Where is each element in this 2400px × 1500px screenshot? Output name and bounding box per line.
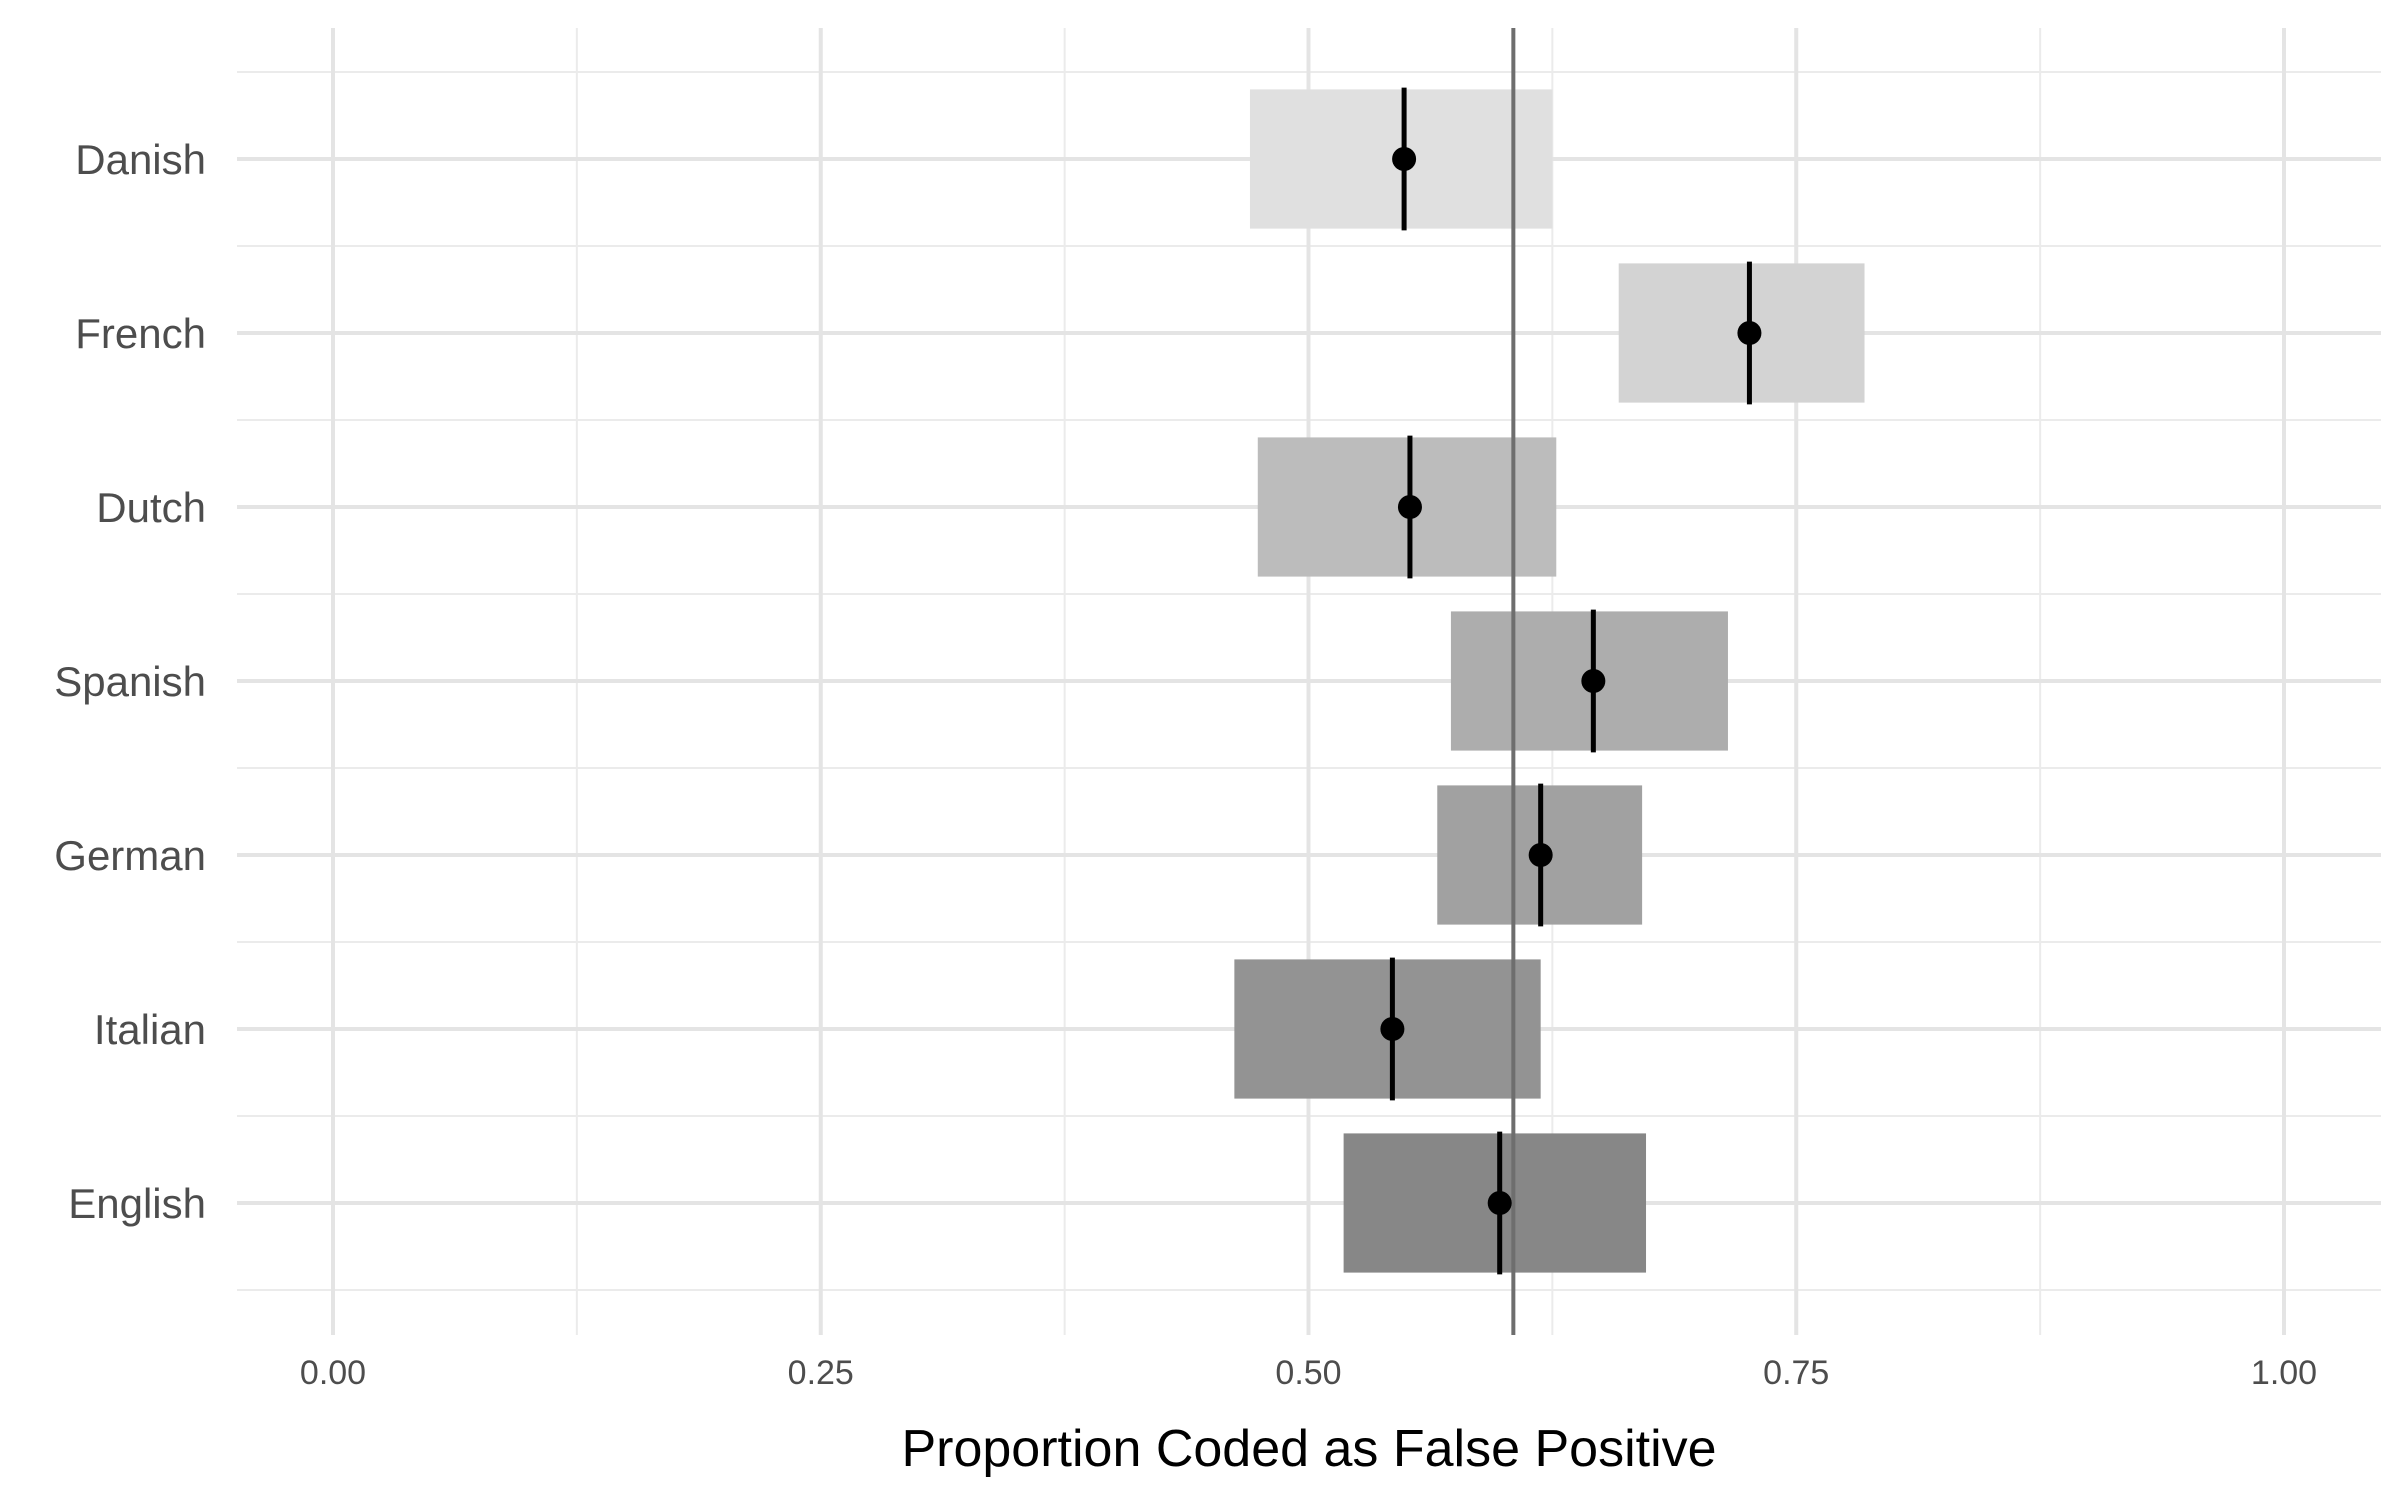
point-spanish: [1581, 669, 1606, 693]
x-tick-label: 0.25: [788, 1354, 854, 1392]
point-dutch: [1397, 495, 1422, 519]
point-english: [1487, 1191, 1512, 1215]
x-tick-label: 0.00: [300, 1354, 366, 1392]
category-label-english: English: [68, 1180, 206, 1227]
point-danish: [1392, 147, 1417, 171]
x-tick-label: 1.00: [2251, 1354, 2317, 1392]
point-german: [1528, 843, 1553, 867]
estimate-points: [1380, 147, 1762, 1215]
x-axis-labels: 0.00 0.25 0.50 0.75 1.00: [300, 1354, 2317, 1392]
point-italian: [1380, 1017, 1405, 1041]
category-label-french: French: [75, 310, 206, 357]
category-label-danish: Danish: [75, 136, 206, 183]
category-label-german: German: [54, 832, 206, 879]
category-label-italian: Italian: [94, 1006, 206, 1053]
category-label-spanish: Spanish: [54, 658, 206, 705]
x-tick-label: 0.75: [1763, 1354, 1829, 1392]
y-axis-labels: Danish French Dutch Spanish German Italian Eng…: [54, 136, 206, 1227]
x-tick-label: 0.50: [1275, 1354, 1341, 1392]
category-label-dutch: Dutch: [96, 484, 206, 531]
x-axis-title: Proportion Coded as False Positive: [901, 1420, 1716, 1478]
point-french: [1737, 321, 1762, 345]
